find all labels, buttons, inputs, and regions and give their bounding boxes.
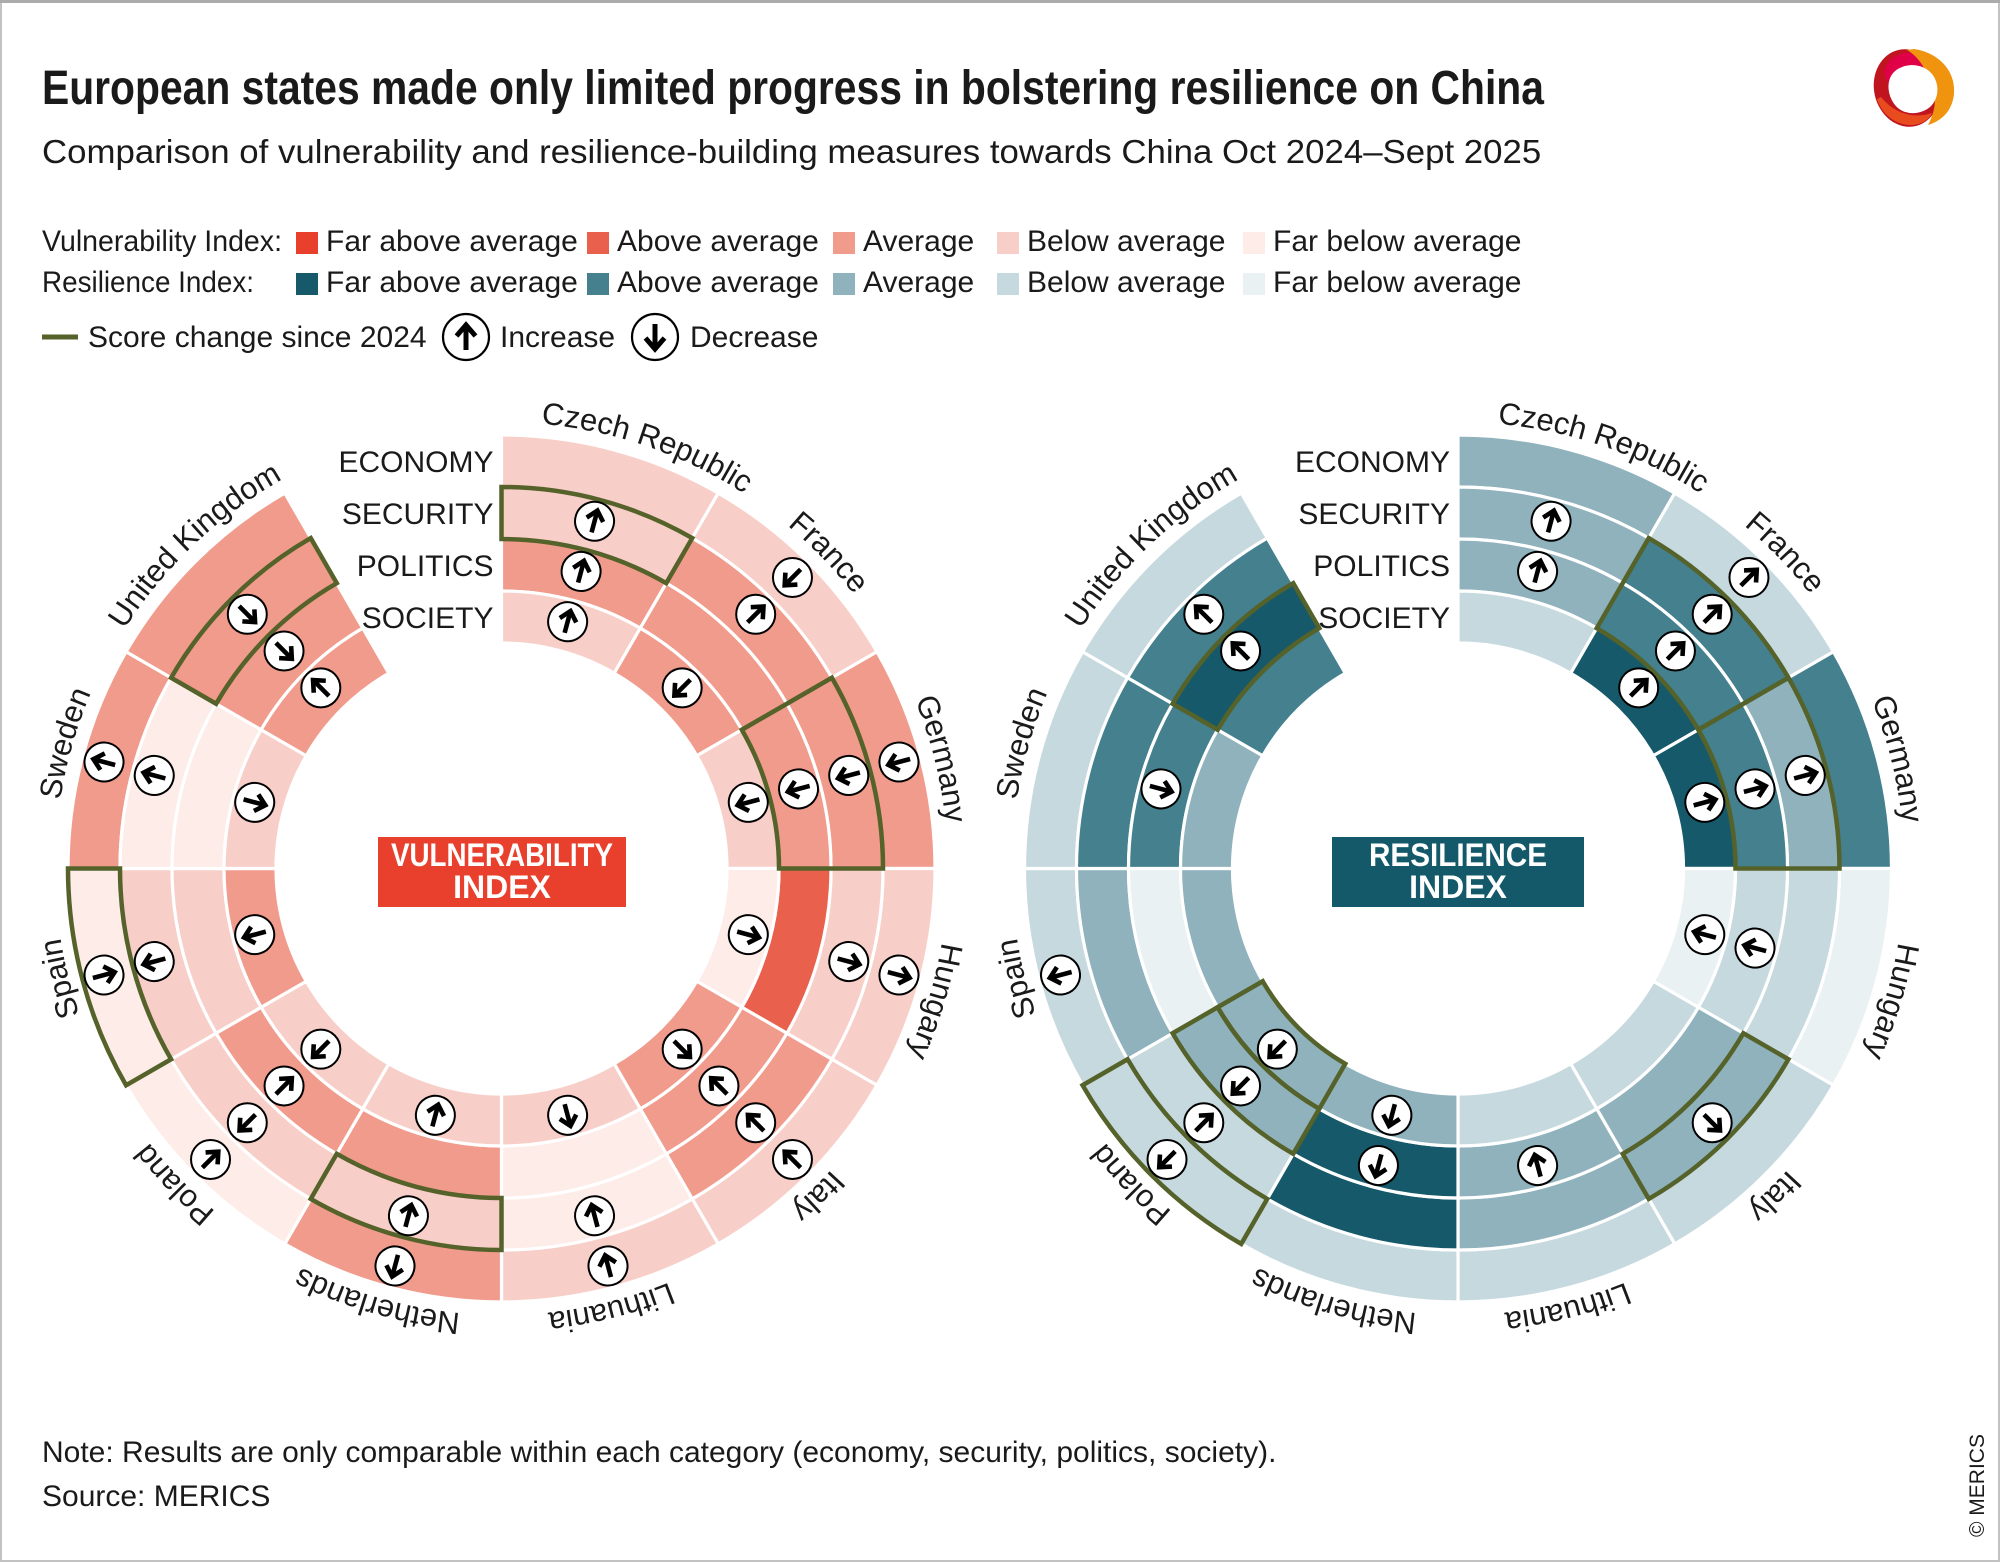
svg-text:VULNERABILITY: VULNERABILITY	[391, 837, 613, 873]
svg-text:INDEX: INDEX	[453, 869, 551, 905]
svg-text:SECURITY: SECURITY	[1298, 498, 1450, 531]
svg-text:© MERICS: © MERICS	[1966, 1434, 1989, 1537]
svg-text:Above average: Above average	[617, 266, 819, 299]
svg-text:Below average: Below average	[1027, 266, 1225, 299]
svg-text:Far above average: Far above average	[326, 225, 578, 258]
svg-text:Resilience Index:: Resilience Index:	[42, 266, 254, 299]
svg-text:SECURITY: SECURITY	[342, 498, 494, 531]
svg-text:ECONOMY: ECONOMY	[1295, 446, 1450, 479]
svg-text:Far below average: Far below average	[1273, 266, 1521, 299]
svg-text:Below average: Below average	[1027, 225, 1225, 258]
svg-text:Note: Results are only compara: Note: Results are only comparable within…	[42, 1436, 1276, 1469]
svg-text:SOCIETY: SOCIETY	[1318, 602, 1450, 635]
svg-text:Average: Average	[863, 266, 974, 299]
svg-text:Comparison of vulnerability an: Comparison of vulnerability and resilien…	[42, 134, 1541, 171]
svg-text:POLITICS: POLITICS	[1313, 550, 1450, 583]
svg-text:Far above average: Far above average	[326, 266, 578, 299]
svg-text:ECONOMY: ECONOMY	[338, 446, 493, 479]
svg-text:Source: MERICS: Source: MERICS	[42, 1480, 270, 1513]
svg-text:Score change since 2024: Score change since 2024	[88, 321, 427, 354]
svg-text:Decrease: Decrease	[690, 321, 818, 354]
svg-text:Average: Average	[863, 225, 974, 258]
svg-text:Vulnerability Index:: Vulnerability Index:	[42, 225, 282, 258]
svg-text:Far below average: Far below average	[1273, 225, 1521, 258]
svg-text:POLITICS: POLITICS	[357, 550, 494, 583]
svg-text:European states made only limi: European states made only limited progre…	[42, 62, 1545, 115]
svg-text:SOCIETY: SOCIETY	[362, 602, 494, 635]
svg-text:INDEX: INDEX	[1409, 869, 1507, 905]
svg-text:RESILIENCE: RESILIENCE	[1369, 837, 1547, 873]
svg-text:Above average: Above average	[617, 225, 819, 258]
svg-text:Increase: Increase	[500, 321, 615, 354]
